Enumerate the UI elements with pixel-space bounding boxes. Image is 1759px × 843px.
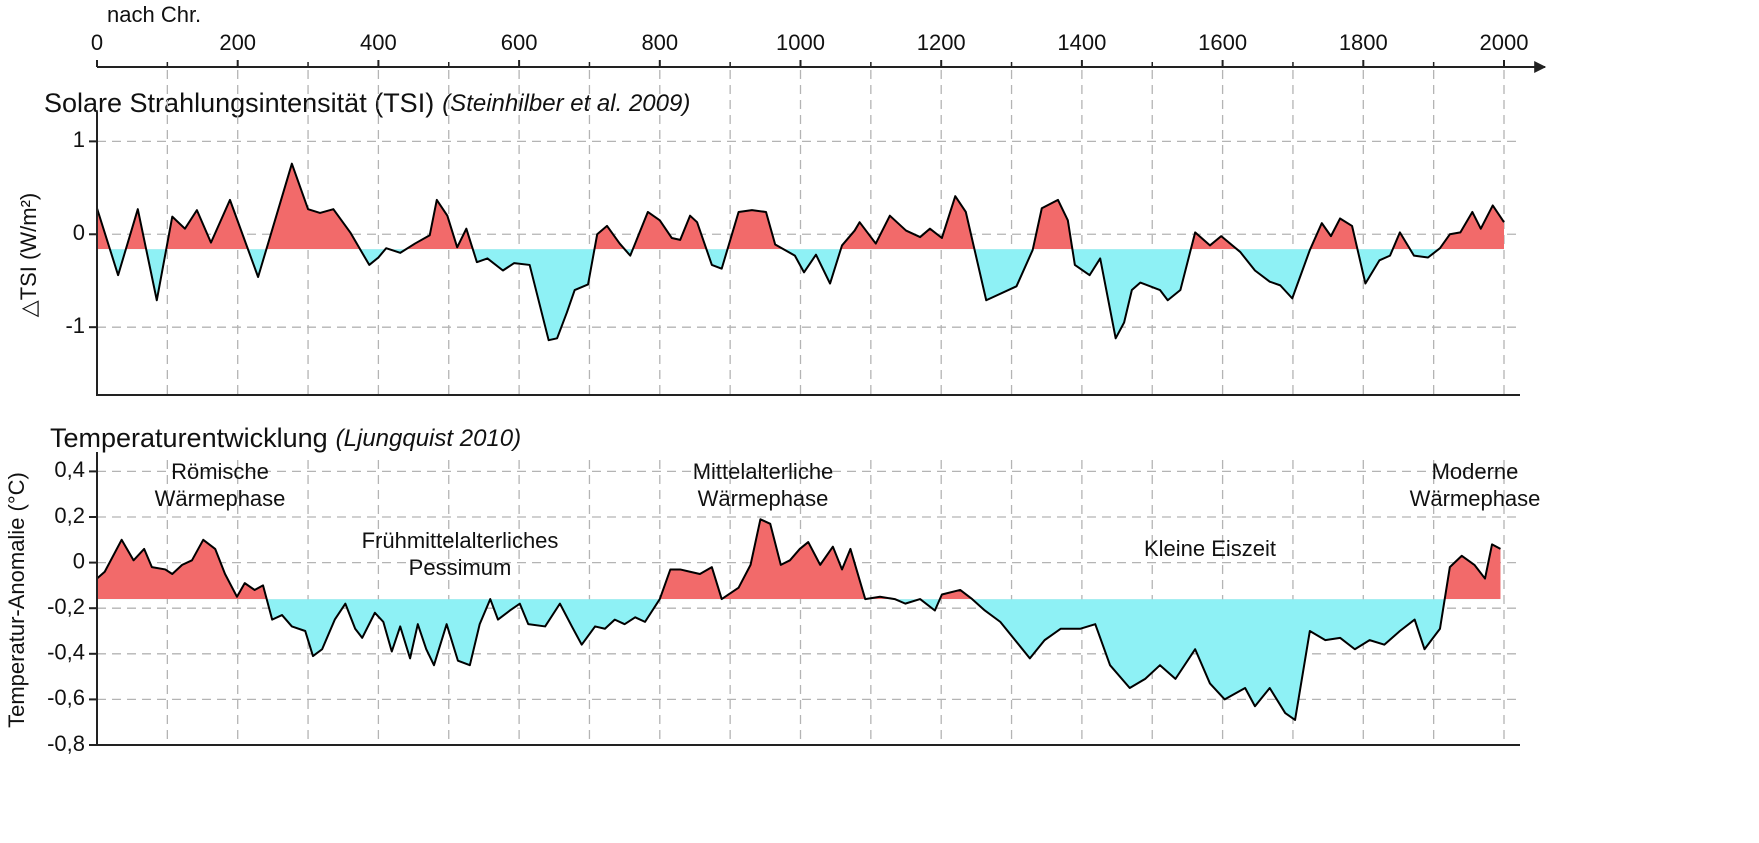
annotation: Frühmittelalterliches [362,528,559,553]
annotation: Kleine Eiszeit [1144,536,1276,561]
x-tick-label: 0 [91,30,103,55]
x-tick-label: 1000 [776,30,825,55]
area-above [97,519,1501,600]
annotation: Wärmephase [155,486,286,511]
y-tick-label: -0,8 [47,731,85,756]
y-tick-label: 0,4 [54,457,85,482]
x-tick-label: 200 [219,30,256,55]
y-tick-label: -0,2 [47,594,85,619]
annotation: Wärmephase [1410,486,1541,511]
x-tick-label: 1800 [1339,30,1388,55]
x-tick-label: 1600 [1198,30,1247,55]
title-source: (Ljungquist 2010) [336,425,521,452]
y-tick-label: -0,6 [47,685,85,710]
annotation: Pessimum [409,555,512,580]
annotation: Römische [171,459,269,484]
area-above [97,163,1504,250]
title-source: (Steinhilber et al. 2009) [442,90,690,117]
annotation: Mittelalterliche [693,459,834,484]
area-below [266,599,1445,720]
y-axis-label: Temperatur-Anomalie (°C) [4,472,29,728]
title: Solare Strahlungsintensität (TSI) [44,88,434,118]
annotation: Wärmephase [698,486,829,511]
y-tick-label: 0 [73,220,85,245]
plot: 0,40,20-0,2-0,4-0,6-0,8RömischeWärmephas… [47,452,1540,756]
y-tick-label: 1 [73,127,85,152]
chart-title: Solare Strahlungsintensität (TSI) (Steinh… [44,88,690,118]
y-tick-label: -0,4 [47,640,85,665]
x-tick-label: 400 [360,30,397,55]
title: Temperaturentwicklung [50,423,328,453]
x-tick-label: 1400 [1057,30,1106,55]
y-tick-label: 0,2 [54,503,85,528]
x-axis-label: nach Chr. [107,2,201,27]
y-tick-label: 0 [73,548,85,573]
x-tick-label: 2000 [1480,30,1529,55]
axes [96,112,1520,396]
line [96,162,1505,342]
annotation: Moderne [1432,459,1519,484]
plot: 1 0 -1 0 200 400 600 800 1000 1200 1400 1600 1800 200… [65,30,1529,396]
y-axis-label: △TSI (W/m²) [16,193,41,317]
x-tick-label: 1200 [917,30,966,55]
chart-title: Temperaturentwicklung (Ljungquist 2010) [50,423,521,453]
x-tick-label: 600 [501,30,538,55]
x-tick-label: 800 [641,30,678,55]
area-below [97,249,1504,341]
y-tick-label: -1 [65,313,85,338]
line [96,518,1501,721]
